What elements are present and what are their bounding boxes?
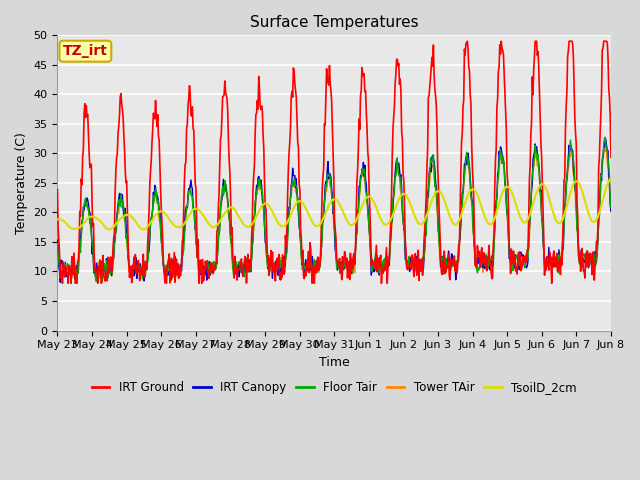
Line: TsoilD_2cm: TsoilD_2cm (58, 179, 611, 229)
IRT Ground (248, 221, 256, 227)
IRT Ground (463, 38, 471, 44)
Floor Tair (99, 279, 106, 285)
Tower TAir (54, 236, 61, 241)
Floor Tair (602, 134, 609, 140)
Tower TAir (392, 169, 400, 175)
Floor Tair (269, 269, 277, 275)
IRT Canopy (56, 279, 64, 285)
IRT Canopy (119, 204, 127, 210)
Line: Floor Tair: Floor Tair (58, 137, 611, 282)
Floor Tair (607, 205, 615, 211)
IRT Ground (119, 114, 127, 120)
Y-axis label: Temperature (C): Temperature (C) (15, 132, 28, 234)
IRT Canopy (269, 261, 277, 266)
Floor Tair (119, 203, 127, 209)
IRT Ground (269, 269, 277, 275)
IRT Canopy (423, 203, 431, 209)
Tower TAir (168, 276, 176, 282)
Floor Tair (423, 206, 431, 212)
IRT Canopy (54, 237, 61, 243)
Line: IRT Ground: IRT Ground (58, 41, 611, 283)
TsoilD_2cm (54, 216, 61, 222)
Legend: IRT Ground, IRT Canopy, Floor Tair, Tower TAir, TsoilD_2cm: IRT Ground, IRT Canopy, Floor Tair, Towe… (87, 376, 582, 398)
IRT Canopy (602, 135, 609, 141)
TsoilD_2cm (269, 210, 277, 216)
Floor Tair (248, 243, 256, 249)
TsoilD_2cm (139, 227, 147, 232)
Floor Tair (392, 173, 400, 179)
Line: Tower TAir: Tower TAir (58, 147, 611, 279)
IRT Canopy (248, 243, 256, 249)
IRT Ground (392, 72, 400, 77)
Tower TAir (607, 207, 615, 213)
IRT Canopy (392, 162, 400, 168)
TsoilD_2cm (221, 210, 228, 216)
Floor Tair (221, 178, 228, 183)
Tower TAir (248, 244, 256, 250)
IRT Canopy (221, 187, 228, 193)
Tower TAir (221, 185, 228, 191)
X-axis label: Time: Time (319, 356, 349, 369)
IRT Ground (54, 187, 61, 192)
IRT Ground (59, 280, 67, 286)
TsoilD_2cm (607, 176, 615, 181)
TsoilD_2cm (392, 204, 400, 210)
TsoilD_2cm (118, 214, 126, 220)
Line: IRT Canopy: IRT Canopy (58, 138, 611, 282)
Tower TAir (269, 261, 277, 267)
Tower TAir (423, 214, 431, 219)
Tower TAir (602, 144, 610, 150)
IRT Ground (607, 155, 615, 160)
Floor Tair (54, 240, 61, 246)
Tower TAir (118, 196, 126, 202)
IRT Ground (221, 78, 228, 84)
TsoilD_2cm (248, 221, 256, 227)
IRT Canopy (607, 209, 615, 215)
TsoilD_2cm (423, 212, 431, 218)
Text: TZ_irt: TZ_irt (63, 44, 108, 58)
Title: Surface Temperatures: Surface Temperatures (250, 15, 419, 30)
IRT Ground (423, 165, 431, 171)
